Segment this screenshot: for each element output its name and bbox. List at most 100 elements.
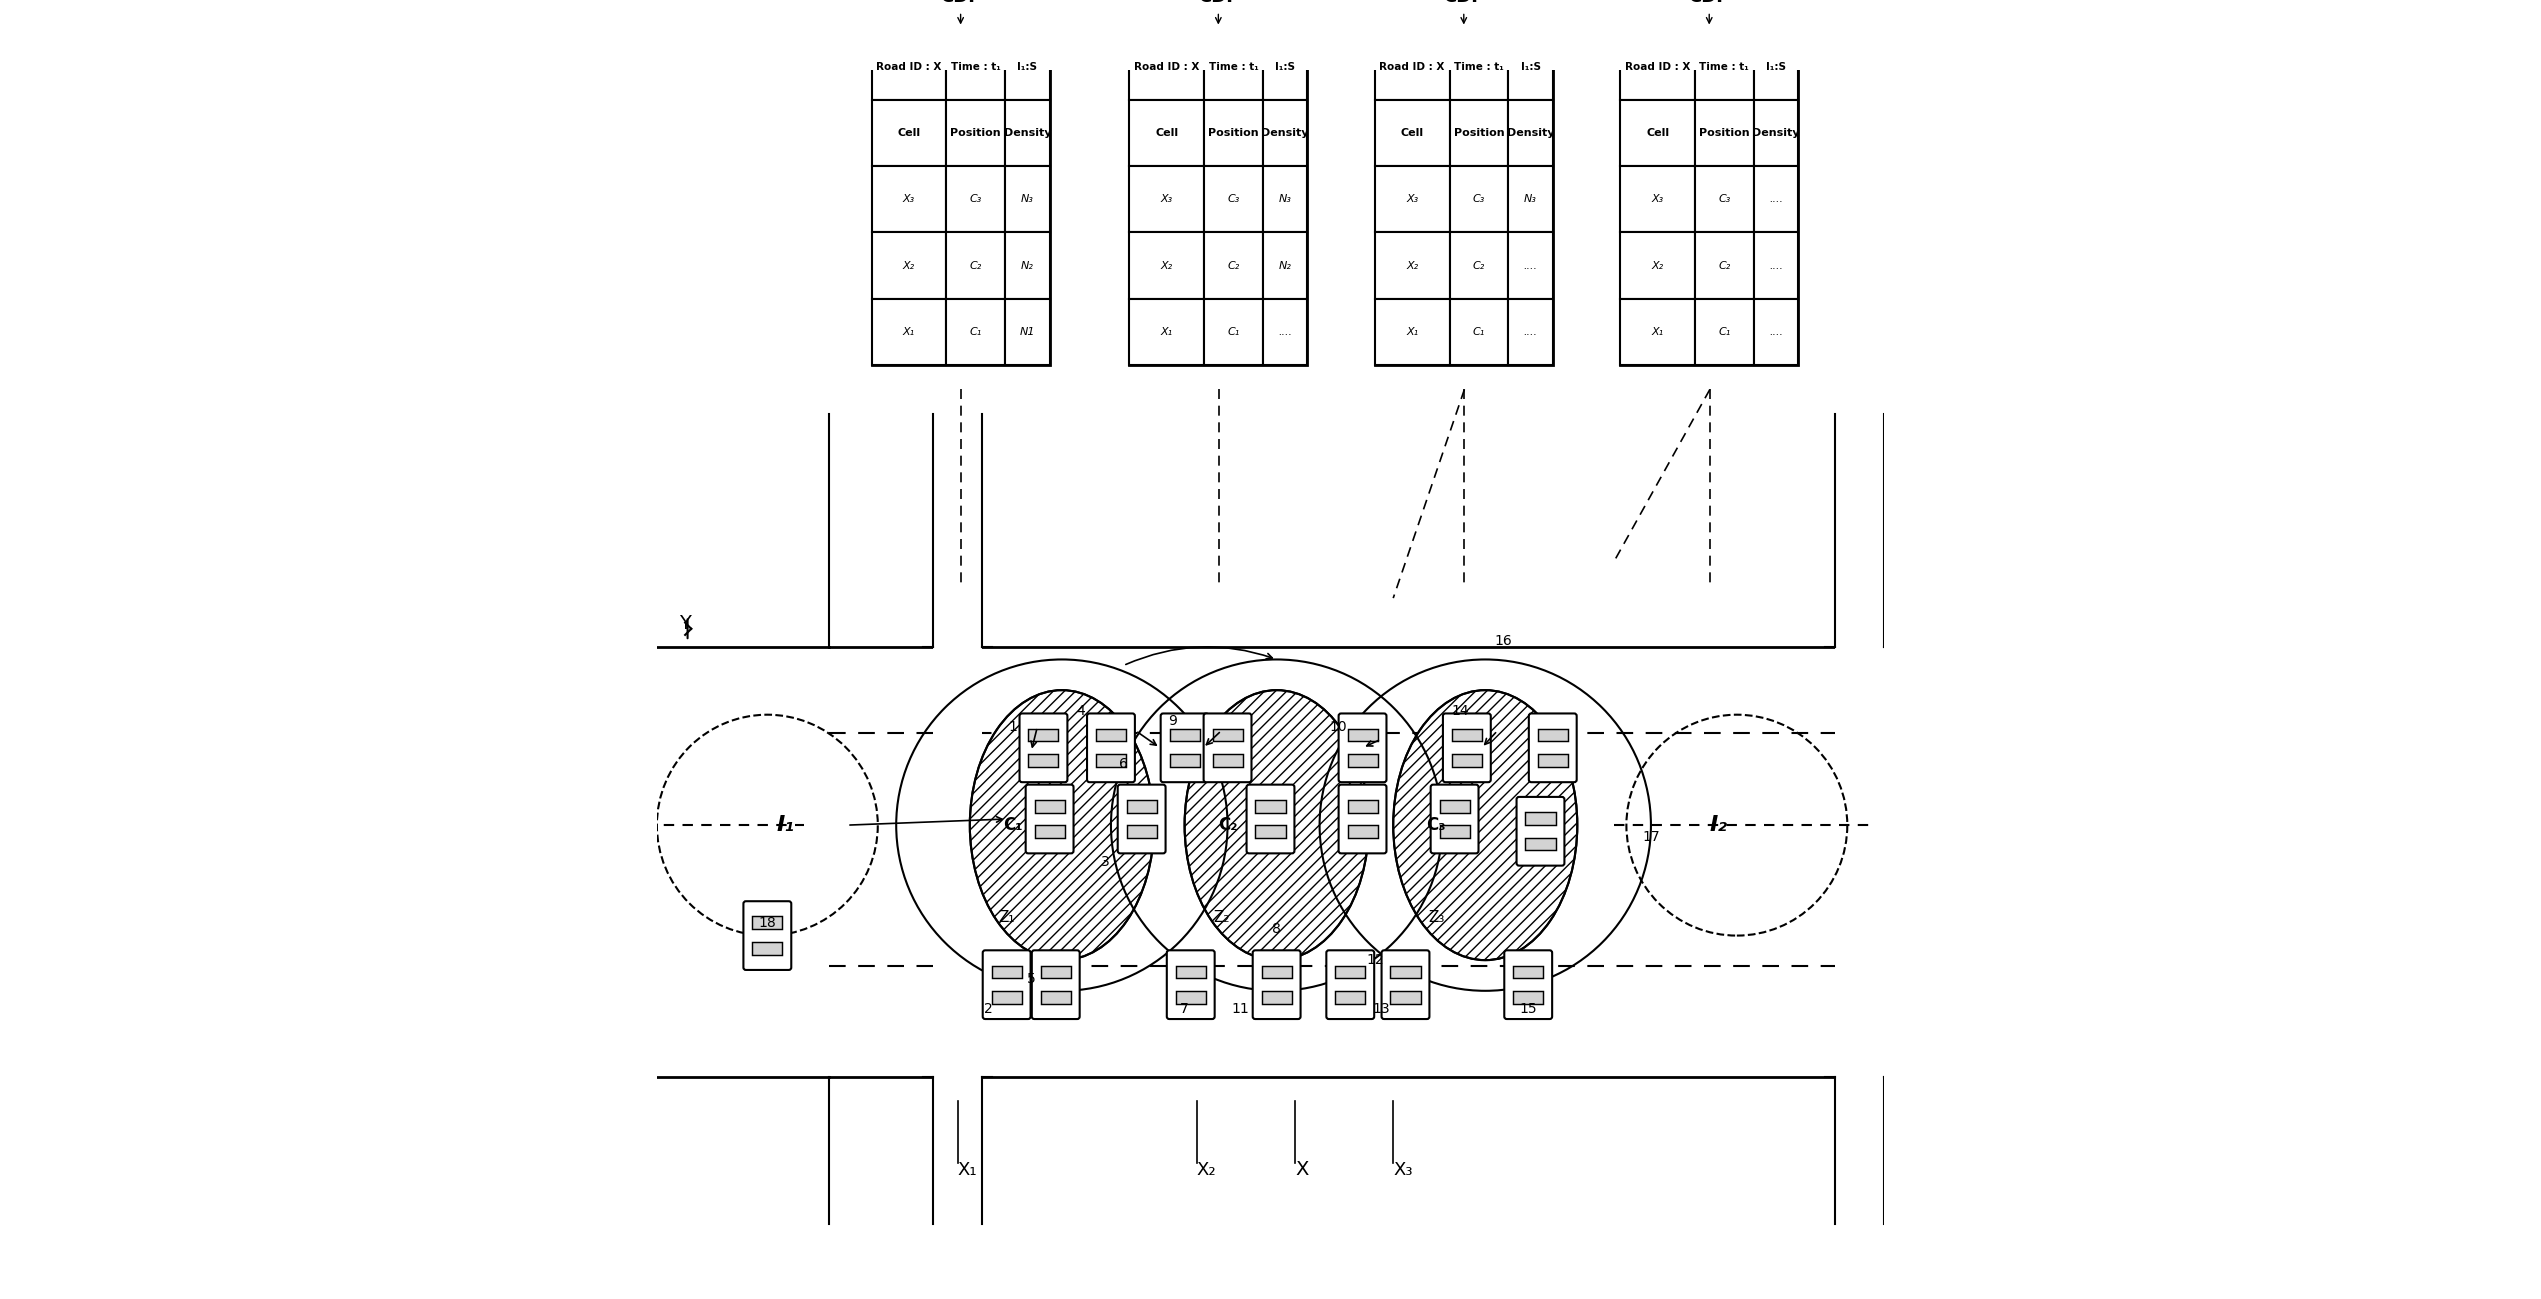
Bar	[1034, 800, 1065, 813]
Text: 11: 11	[1230, 1003, 1248, 1016]
Bar	[1448, 233, 1509, 299]
Bar	[1126, 800, 1156, 813]
FancyBboxPatch shape	[1382, 951, 1431, 1018]
Bar	[1255, 825, 1286, 838]
FancyBboxPatch shape	[1027, 785, 1072, 853]
Ellipse shape	[971, 690, 1154, 960]
Bar	[1375, 166, 1448, 233]
Text: Road ID : X: Road ID : X	[877, 62, 943, 71]
Bar	[1448, 299, 1509, 365]
Bar	[1441, 800, 1469, 813]
Bar	[1006, 34, 1049, 100]
Bar	[1128, 166, 1204, 233]
Text: Cell: Cell	[897, 129, 920, 138]
Text: Road ID : X: Road ID : X	[1624, 62, 1690, 71]
Bar	[1514, 991, 1542, 1004]
Text: Position: Position	[950, 129, 1001, 138]
Bar	[1695, 100, 1753, 166]
Bar	[872, 100, 945, 166]
Text: 5: 5	[1027, 972, 1037, 986]
Bar	[1375, 299, 1448, 365]
Bar	[1621, 34, 1695, 100]
Bar	[1509, 233, 1553, 299]
FancyBboxPatch shape	[1339, 713, 1387, 782]
Text: N₂: N₂	[1278, 261, 1291, 270]
Bar	[1204, 100, 1263, 166]
FancyBboxPatch shape	[1504, 951, 1553, 1018]
Text: ....: ....	[1769, 327, 1784, 336]
Text: ....: ....	[1769, 261, 1784, 270]
Bar	[1509, 166, 1553, 233]
Text: N₃: N₃	[1021, 195, 1034, 204]
Bar	[933, 70, 983, 1298]
Bar	[1006, 166, 1049, 233]
Text: I₁:S: I₁:S	[1016, 62, 1037, 71]
Bar	[872, 299, 945, 365]
Text: X₃: X₃	[1392, 1161, 1413, 1179]
Text: N₃: N₃	[1278, 195, 1291, 204]
Text: 14: 14	[1451, 704, 1469, 718]
Bar	[1695, 299, 1753, 365]
Bar	[1042, 991, 1070, 1004]
Text: X: X	[1296, 1160, 1309, 1179]
Bar	[1390, 965, 1420, 978]
Bar	[1695, 34, 1753, 100]
Text: Cell: Cell	[1647, 129, 1669, 138]
FancyBboxPatch shape	[1517, 796, 1565, 865]
Ellipse shape	[1392, 690, 1578, 960]
Text: C₂: C₂	[971, 261, 981, 270]
Bar	[1835, 70, 1883, 1298]
Text: I₁:S: I₁:S	[1276, 62, 1296, 71]
Text: C₃: C₃	[971, 195, 981, 204]
Bar	[1753, 299, 1799, 365]
Bar	[1260, 991, 1291, 1004]
Text: C₂: C₂	[1227, 261, 1240, 270]
Bar	[1621, 100, 1695, 166]
Bar	[1128, 100, 1204, 166]
Text: 15: 15	[1520, 1003, 1537, 1016]
FancyBboxPatch shape	[1161, 713, 1210, 782]
Bar	[1695, 233, 1753, 299]
Bar	[945, 100, 1006, 166]
FancyBboxPatch shape	[1166, 951, 1215, 1018]
Text: 16: 16	[1494, 634, 1512, 648]
Bar	[1375, 233, 1448, 299]
Bar	[945, 34, 1006, 100]
Bar	[1441, 825, 1469, 838]
Text: 13: 13	[1372, 1003, 1390, 1016]
Text: Time : t₁: Time : t₁	[1700, 62, 1748, 71]
Bar	[1375, 34, 1448, 100]
Bar	[1375, 100, 1448, 166]
Bar	[945, 299, 1006, 365]
Bar	[945, 166, 1006, 233]
Text: C₂: C₂	[1217, 816, 1237, 834]
Text: X₂: X₂	[1652, 261, 1664, 270]
Text: N₃: N₃	[1525, 195, 1537, 204]
Text: ....: ....	[1525, 327, 1537, 336]
Bar	[1029, 729, 1060, 742]
Bar	[1753, 166, 1799, 233]
Text: 1: 1	[1009, 720, 1016, 734]
Text: CDP: CDP	[1443, 0, 1484, 5]
Text: 12: 12	[1367, 953, 1385, 968]
Bar	[1525, 812, 1555, 825]
Bar	[1095, 755, 1126, 766]
Text: N₂: N₂	[1021, 261, 1034, 270]
Text: Z₃: Z₃	[1428, 909, 1443, 925]
Text: X₂: X₂	[902, 261, 915, 270]
FancyBboxPatch shape	[1088, 713, 1136, 782]
Text: 18: 18	[757, 916, 775, 930]
Text: C₁: C₁	[1004, 816, 1021, 834]
FancyBboxPatch shape	[1118, 785, 1166, 853]
Bar	[1448, 100, 1509, 166]
Bar	[872, 233, 945, 299]
Text: C₃: C₃	[1474, 195, 1484, 204]
Bar	[1334, 965, 1365, 978]
Bar	[1537, 755, 1568, 766]
Bar	[1260, 965, 1291, 978]
Text: I₂: I₂	[1710, 816, 1728, 835]
Bar	[1204, 34, 1263, 100]
Text: C₃: C₃	[1426, 816, 1446, 834]
FancyBboxPatch shape	[983, 951, 1032, 1018]
Bar	[1006, 100, 1049, 166]
